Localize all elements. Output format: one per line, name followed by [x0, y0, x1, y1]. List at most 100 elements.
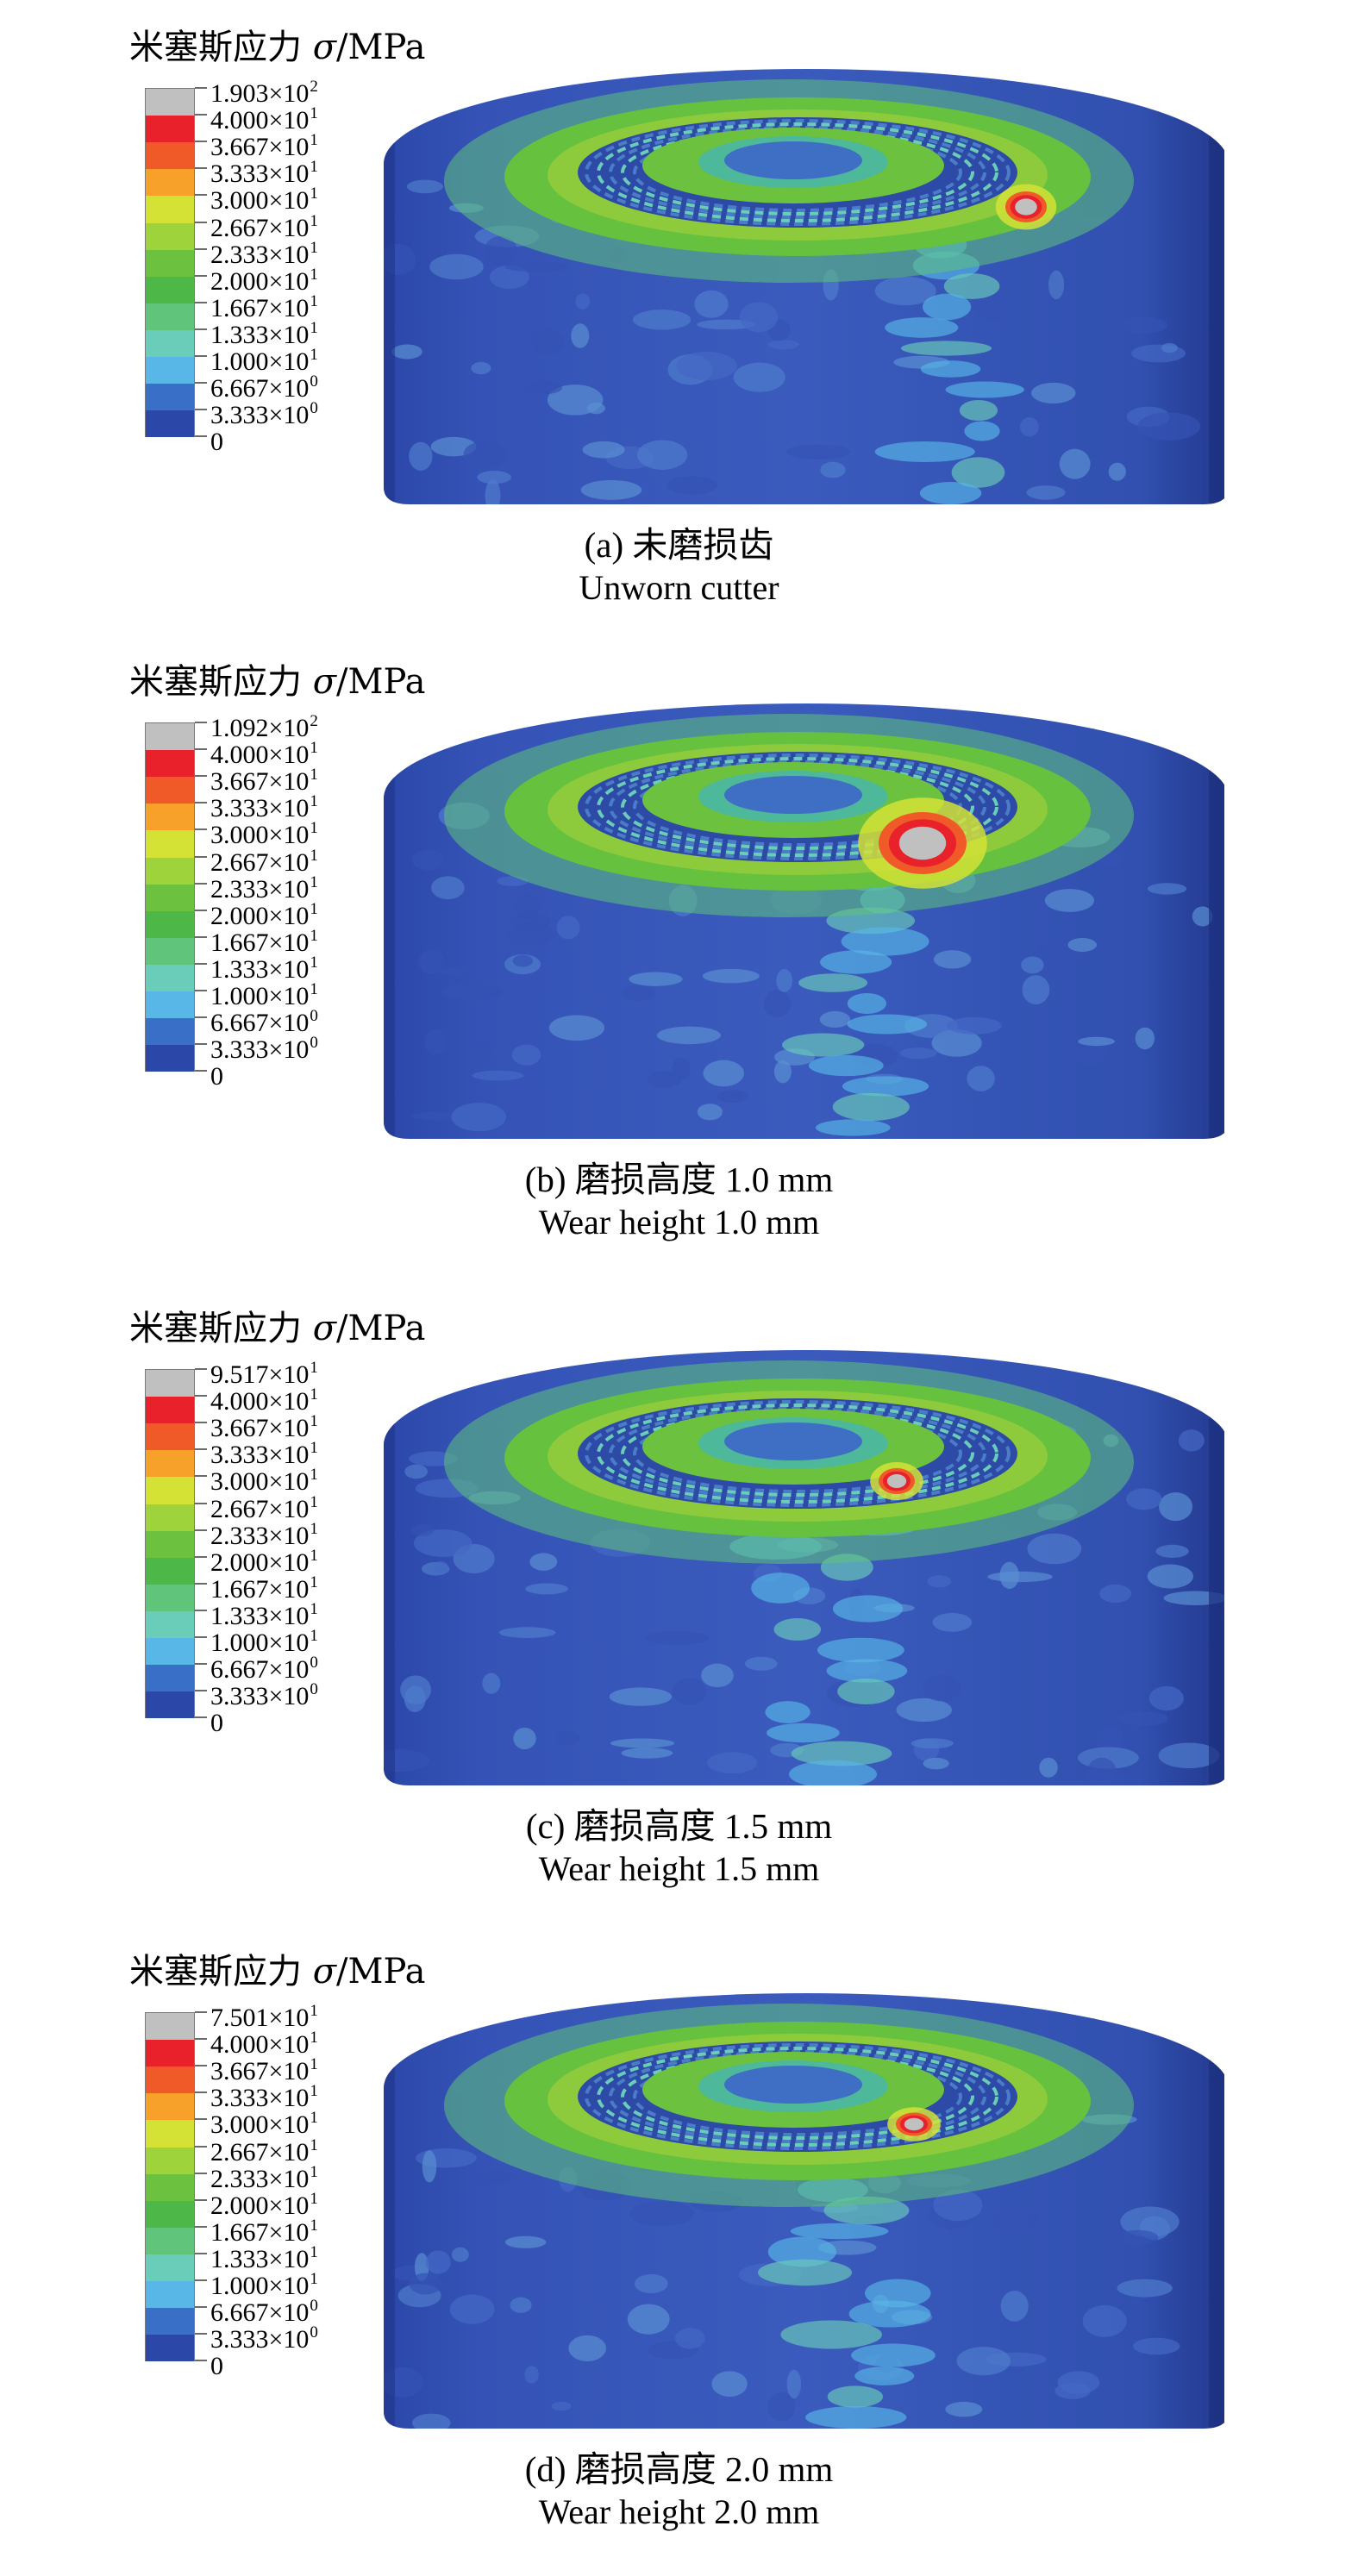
colorbar-tick: [195, 882, 207, 885]
stress-streak: [815, 1119, 891, 1136]
tick-label-mantissa: 1.000×10: [210, 982, 310, 1010]
colorbar-swatch: [146, 2173, 194, 2201]
texture-patch: [1117, 2229, 1159, 2246]
colorbar-swatch: [146, 142, 194, 170]
tick-label-exponent: 1: [310, 1439, 318, 1458]
colorbar-tick: [195, 1529, 207, 1531]
cutter-stress-contour: [384, 703, 1224, 1139]
central-pit: [724, 2066, 862, 2104]
tick-label-mantissa: 3.333×10: [210, 159, 310, 189]
texture-patch: [987, 1571, 1053, 1583]
colorbar-tick: [195, 1043, 207, 1046]
central-pit: [724, 776, 862, 814]
tick-label-mantissa: 3.000×10: [210, 2110, 310, 2140]
texture-patch: [627, 2304, 670, 2335]
colorbar-swatch: [146, 964, 194, 992]
stress-panel-d: 米塞斯应力 σ/MPa 7.501×101 4.000×101 3.667×101 3…: [0, 1941, 1358, 2576]
right-edge-shade: [1209, 69, 1224, 504]
texture-patch: [555, 1730, 580, 1746]
colorbar-tick: [195, 828, 207, 831]
tick-label-mantissa: 6.667×10: [210, 1009, 310, 1038]
texture-patch: [470, 2171, 516, 2185]
texture-patch: [676, 351, 737, 380]
stress-streak: [790, 2223, 889, 2240]
texture-patch: [707, 1752, 758, 1774]
tick-label-mantissa: 1.000×10: [210, 1629, 310, 1657]
texture-patch: [449, 2294, 495, 2324]
tick-label-exponent: 1: [310, 238, 318, 257]
texture-patch: [701, 1663, 734, 1688]
texture-patch: [1117, 2279, 1173, 2298]
colorbar-swatch: [146, 357, 194, 385]
stress-streak: [847, 1014, 928, 1035]
texture-patch: [1027, 1533, 1082, 1565]
tick-label-exponent: 1: [310, 846, 318, 865]
tick-label-exponent: 1: [310, 1385, 318, 1404]
colorbar-swatch: [146, 2308, 194, 2335]
caption-en: Wear height 2.0 mm: [538, 2492, 820, 2531]
texture-patch: [1020, 417, 1039, 437]
stress-streak: [805, 2406, 907, 2429]
colorbar-tick: [195, 1016, 207, 1019]
colorbar-swatch: [146, 1638, 194, 1666]
texture-patch: [1155, 1544, 1189, 1558]
legend-title-unit: /MPa: [336, 28, 426, 67]
tick-label-mantissa: 3.000×10: [210, 821, 310, 850]
texture-patch: [1158, 1742, 1220, 1769]
colorbar-swatch: [146, 2281, 194, 2309]
stress-streak: [827, 2385, 884, 2408]
texture-patch: [992, 2210, 1040, 2229]
texture-patch: [744, 1656, 778, 1671]
colorbar-swatch: [146, 384, 194, 411]
texture-patch: [451, 2247, 469, 2262]
colorbar-tick-label: 2.333×101: [210, 870, 318, 903]
colorbar-swatch: [146, 2093, 194, 2121]
colorbar-tick-label: 1.333×101: [210, 950, 318, 983]
wear-striation: [633, 2057, 962, 2136]
colorbar-tick: [195, 114, 207, 116]
colorbar-tick-label: 3.667×101: [210, 128, 318, 160]
colorbar-swatch: [146, 303, 194, 330]
colorbar-tick-label: 4.000×101: [210, 2025, 318, 2058]
wear-striation: [585, 119, 1011, 226]
colorbar-swatch: [146, 1045, 194, 1072]
texture-patch: [434, 1560, 448, 1573]
tick-label-exponent: 0: [310, 2323, 318, 2342]
tick-label-exponent: 0: [310, 1034, 318, 1053]
texture-patch: [409, 2273, 443, 2295]
texture-patch: [582, 441, 625, 459]
stress-streak: [780, 2320, 882, 2349]
legend-title-unit: /MPa: [336, 1309, 426, 1348]
colorbar-tick: [195, 221, 207, 223]
colorbar-swatch: [146, 116, 194, 143]
colorbar-swatch: [146, 2200, 194, 2228]
texture-patch: [441, 984, 504, 999]
hotspot-max: [886, 1474, 907, 1488]
texture-patch: [1021, 956, 1044, 974]
texture-patch: [703, 1060, 744, 1087]
texture-patch: [1148, 1685, 1184, 1711]
left-edge-shade: [384, 1350, 395, 1785]
legend-title-text: 米塞斯应力: [129, 662, 313, 702]
colorbar-tick-label: 3.333×101: [210, 1435, 318, 1468]
texture-patch: [672, 1678, 707, 1705]
colorbar-tick-label: 1.903×102: [210, 74, 318, 107]
colorbar-tick-label: 1.667×101: [210, 2213, 318, 2246]
tick-label-mantissa: 3.667×10: [210, 2057, 310, 2086]
cutter-body: [384, 1993, 1224, 2429]
texture-patch: [1059, 448, 1091, 479]
colorbar-swatch: [146, 2013, 194, 2041]
wear-striation: [633, 133, 962, 212]
colorbar-tick-label: 0: [210, 2347, 224, 2379]
caption-cn: (d) 磨损高度 2.0 mm: [524, 2449, 834, 2489]
colorbar-tick: [195, 2091, 207, 2094]
colorbar-tick: [195, 1395, 207, 1397]
texture-patch: [548, 1015, 605, 1041]
colorbar-tick: [195, 2225, 207, 2228]
colorbar-tick: [195, 990, 207, 991]
tick-label-exponent: 2: [310, 712, 318, 730]
colorbar-tick-label: 2.333×101: [210, 235, 318, 268]
colorbar-swatch: [146, 803, 194, 831]
colorbar-swatch: [146, 830, 194, 858]
colorbar-tick-label: 6.667×100: [210, 1650, 318, 1683]
